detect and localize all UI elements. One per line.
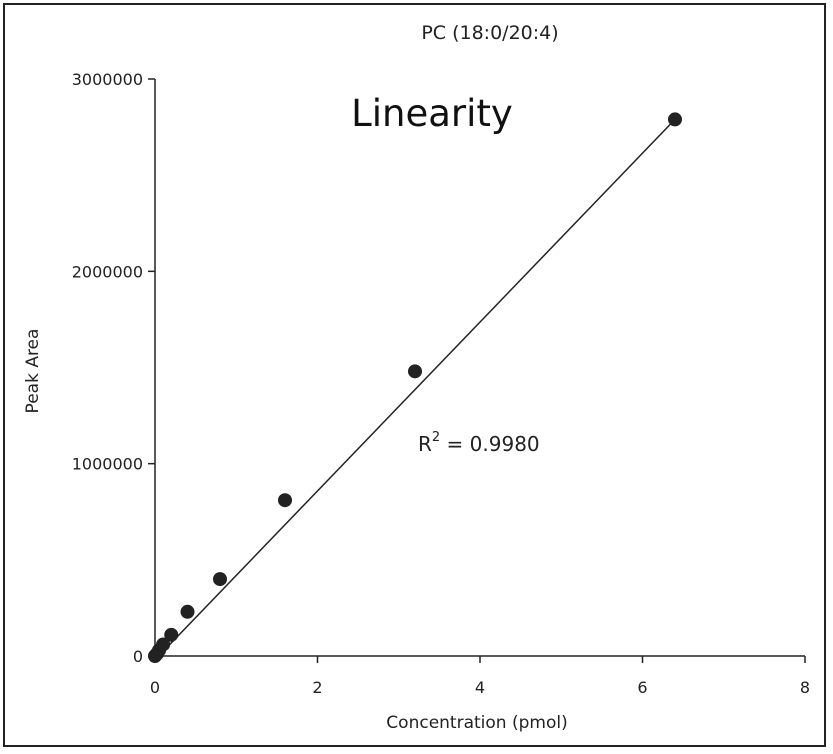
y-tick-label: 2000000	[72, 262, 143, 281]
data-point	[180, 604, 195, 619]
data-point	[164, 627, 179, 642]
r-squared-r: R	[418, 432, 432, 456]
data-point	[278, 493, 292, 508]
r-squared-sup: 2	[432, 430, 440, 445]
data-point	[213, 572, 227, 587]
x-tick-label: 8	[800, 678, 810, 697]
y-tick-label: 3000000	[72, 70, 143, 89]
plot-area: 0 2 4 6 8 0 1000000 2000000 3000000	[72, 70, 810, 697]
x-axis-title: Concentration (pmol)	[386, 713, 567, 733]
x-tick-label: 4	[475, 678, 485, 697]
r-squared-value: = 0.9980	[440, 432, 539, 456]
data-point	[668, 112, 682, 127]
chart-title: PC (18:0/20:4)	[421, 22, 558, 44]
data-point	[408, 364, 422, 379]
y-axis-title: Peak Area	[23, 329, 43, 414]
linearity-label: Linearity	[351, 92, 513, 135]
x-tick-label: 6	[637, 678, 647, 697]
fit-line	[154, 118, 676, 661]
r-squared-label: R2 = 0.9980	[418, 430, 540, 456]
x-tick-label: 0	[150, 678, 160, 697]
y-tick-label: 0	[133, 647, 143, 666]
data-point	[156, 637, 171, 652]
x-tick-label: 2	[312, 678, 322, 697]
y-tick-label: 1000000	[72, 455, 143, 474]
